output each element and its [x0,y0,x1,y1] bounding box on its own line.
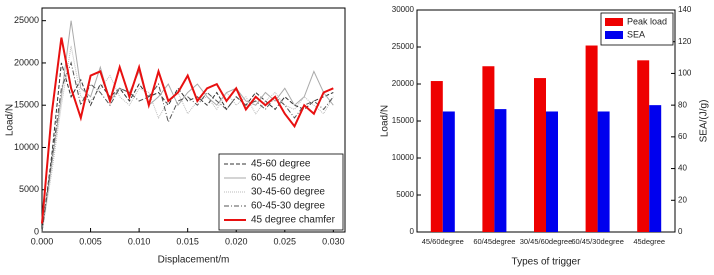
series-line [41,20,334,233]
x-tick-label: 60/45degree [473,237,515,246]
bar [482,66,495,233]
y-tick-label: 0 [34,226,39,236]
bar [430,81,443,232]
series-line [41,61,334,233]
series-line [41,45,334,233]
x-tick-label: 60/45/30degree [571,237,624,246]
series-line [41,62,334,233]
y-tick-label: 0 [410,227,415,236]
legend-label: 45 degree chamfer [251,215,336,226]
y-tick-label: 25000 [14,15,39,25]
legend-label: 30-45-60 degree [251,187,325,198]
y-tick-label: 20000 [14,57,39,67]
y-tick-label: 20000 [392,79,415,88]
x-tick-label: 45degree [633,237,665,246]
bar [534,78,546,232]
y-axis-label: Load/N [380,105,391,137]
x-tick-label: 45/60degree [422,237,464,246]
x-tick-label: 0.005 [79,236,102,246]
legend-swatch [605,18,623,26]
bar [597,111,610,232]
y2-tick-label: 140 [678,5,692,14]
x-axis-label: Types of trigger [512,257,582,268]
plot-frame [41,7,346,233]
bar [585,45,598,232]
y2-tick-label: 0 [678,227,683,236]
legend-label: Peak load [627,16,667,26]
bar [494,109,507,232]
y2-tick-label: 100 [678,69,692,78]
y-tick-label: 10000 [392,153,415,162]
y-tick-label: 5000 [396,190,414,199]
series-line [41,37,334,224]
y-tick-label: 15000 [392,116,415,125]
legend-label: SEA [627,29,645,39]
y-axis-label: Load/N [5,104,16,136]
y-tick-label: 30000 [392,5,415,14]
bar [442,111,455,232]
legend-label: 60-45-30 degree [251,201,325,212]
x-axis-label: Displacement/m [158,255,230,266]
legend-swatch [605,31,623,39]
y2-tick-label: 20 [678,195,687,204]
legend-label: 45-60 degree [251,159,311,170]
y-tick-label: 25000 [392,42,415,51]
y2-tick-label: 60 [678,132,687,141]
x-tick-label: 0.015 [176,236,199,246]
y-tick-label: 5000 [19,184,39,194]
x-tick-label: 30/45/60degree [520,237,573,246]
y2-tick-label: 120 [678,37,692,46]
x-tick-label: 0.020 [225,236,248,246]
x-tick-label: 0.000 [31,236,54,246]
y-tick-label: 15000 [14,100,39,110]
bar [546,111,558,232]
legend-box [218,153,344,231]
x-tick-label: 0.030 [322,236,345,246]
bar [637,60,650,232]
y2-tick-label: 40 [678,164,687,173]
y2-tick-label: 80 [678,100,687,109]
legend-label: 60-45 degree [251,173,311,184]
x-tick-label: 0.025 [274,236,297,246]
y2-axis-label: SEA/(J/g) [699,100,710,143]
y-tick-label: 10000 [14,142,39,152]
bar [649,105,662,232]
x-tick-label: 0.010 [128,236,151,246]
